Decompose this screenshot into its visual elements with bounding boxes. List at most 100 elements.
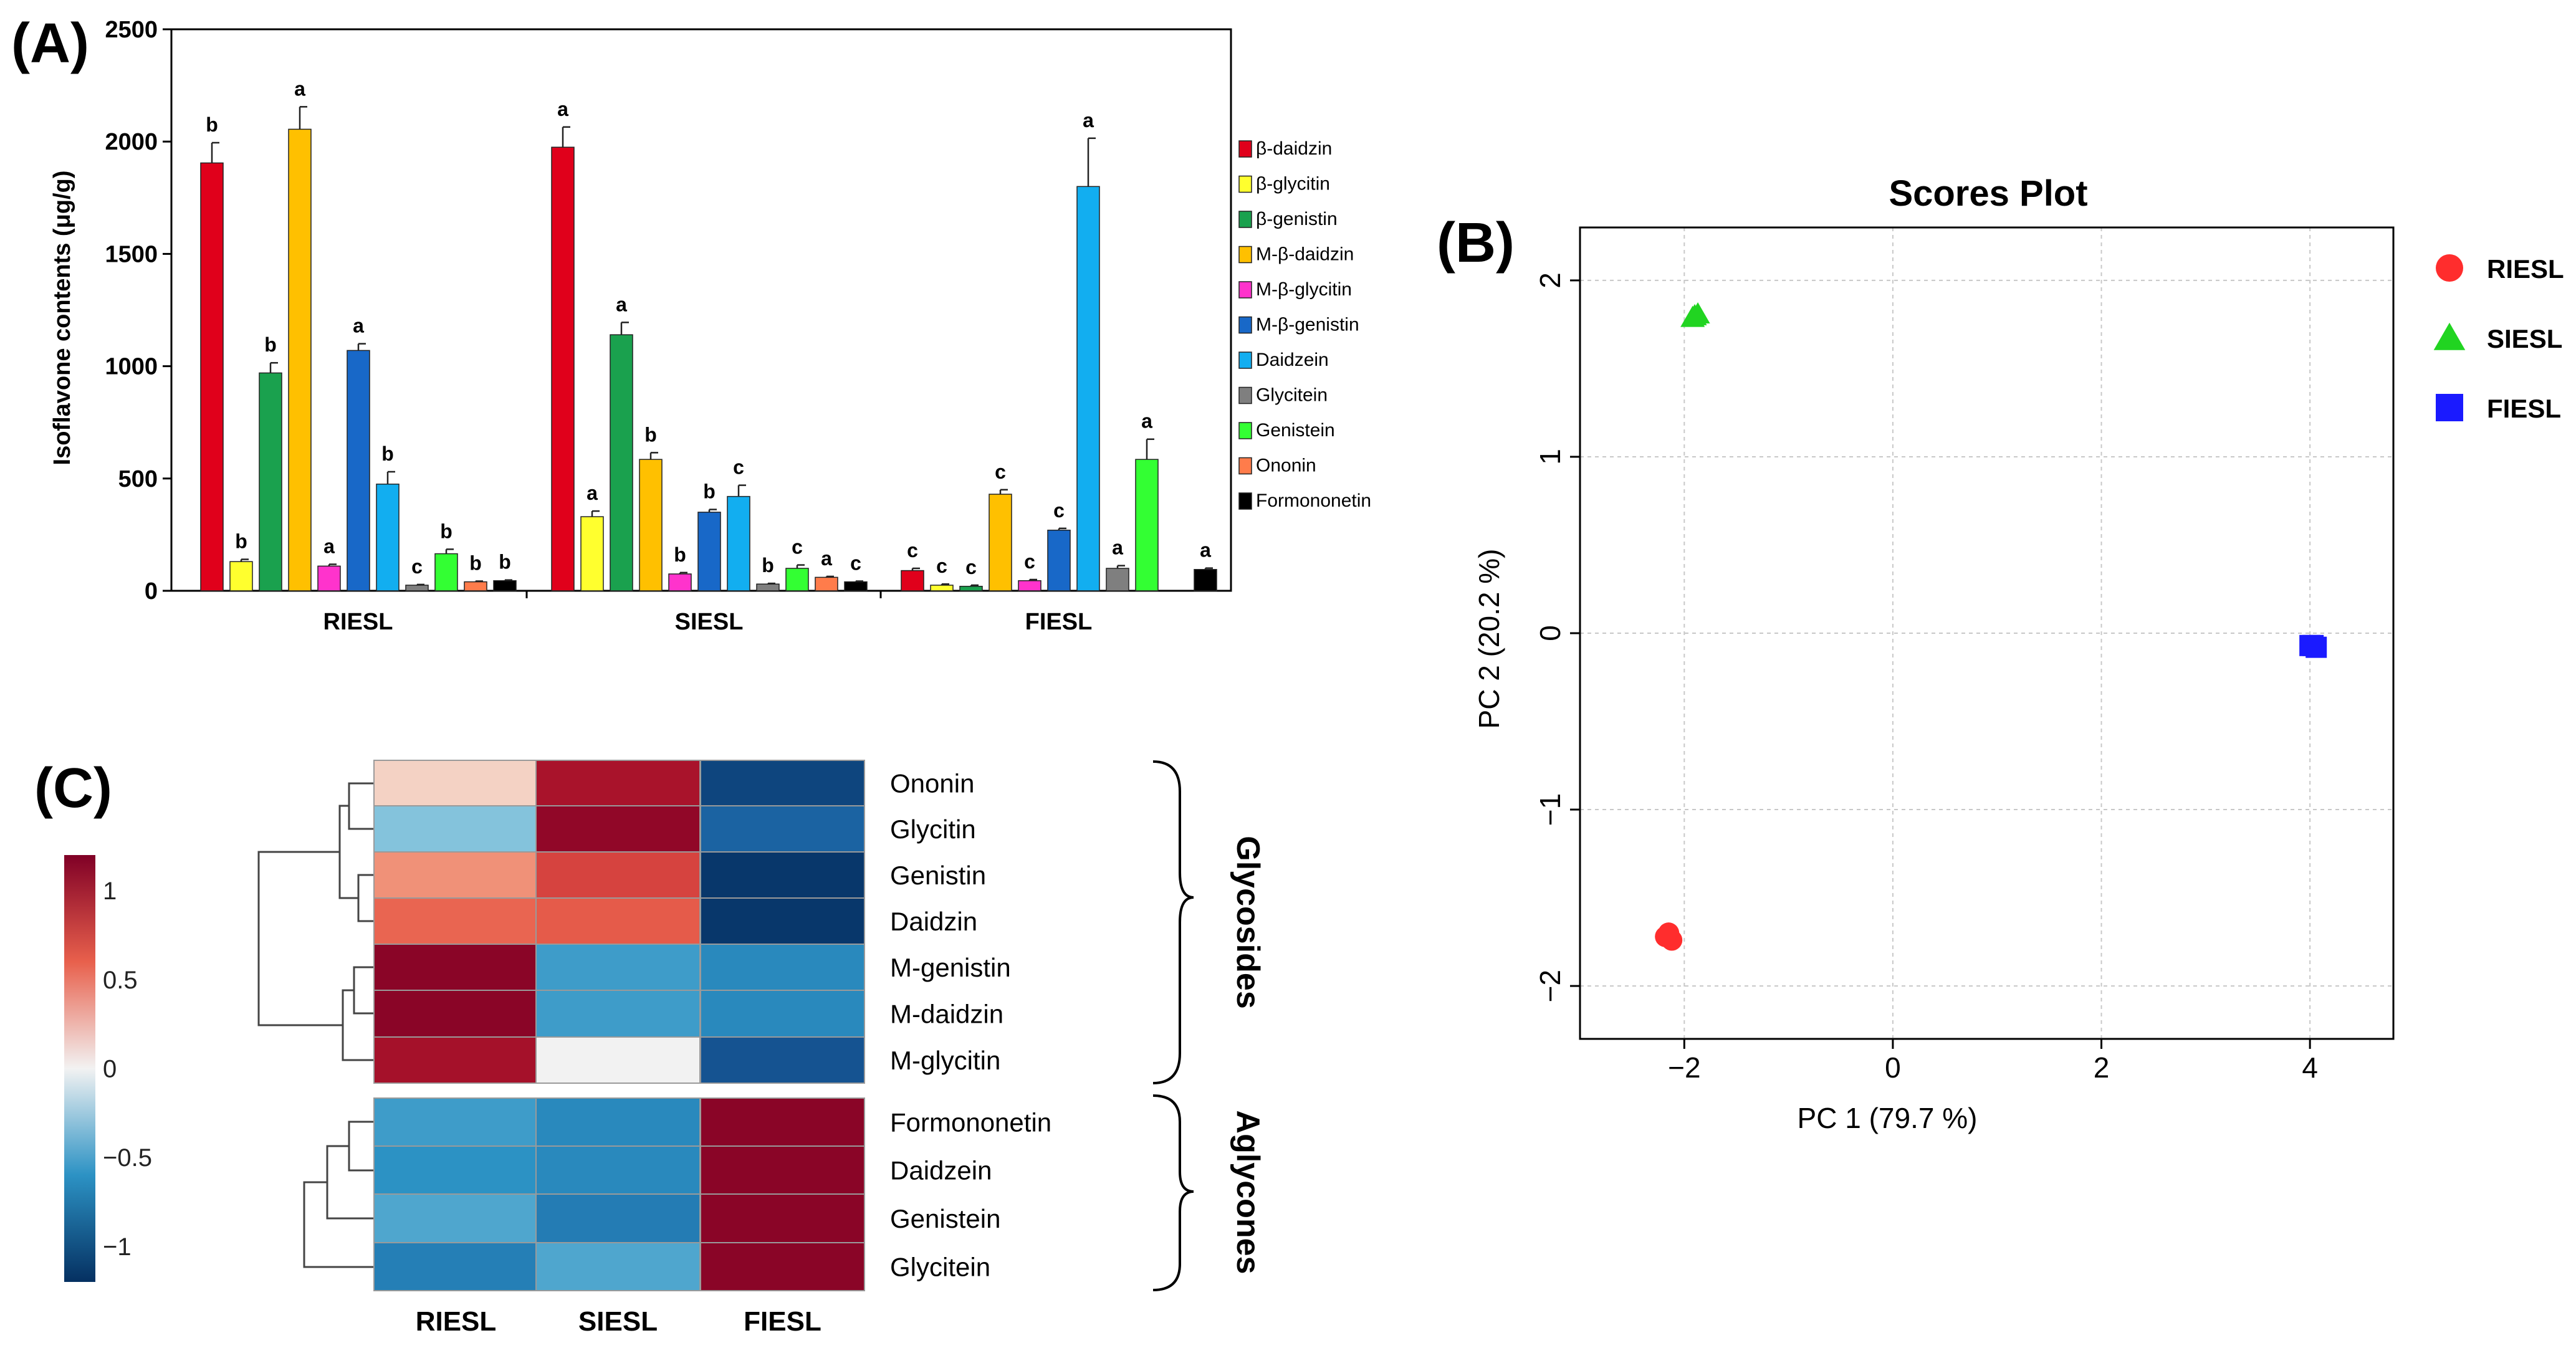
significance-letter: a <box>294 77 305 100</box>
aglycones-bracket <box>1152 1094 1194 1291</box>
glycosides-brace <box>1152 760 1194 1084</box>
legend-label: Formononetin <box>1256 490 1371 511</box>
significance-letter: a <box>1141 410 1152 433</box>
heatmap-cell <box>373 760 539 806</box>
legend-swatch <box>1238 386 1252 404</box>
heatmap-cells <box>373 760 865 1291</box>
colorbar-ticks: 1 0.5 0 −0.5 −1 <box>103 877 152 1261</box>
legend-swatch <box>1238 281 1252 299</box>
heatmap-row-label: Glycitein <box>890 1253 990 1282</box>
legend-label: M-β-daidzin <box>1256 244 1354 265</box>
significance-letter: c <box>965 556 977 578</box>
dendrogram-branch <box>303 1181 374 1268</box>
dendrogram-branch <box>353 966 374 1015</box>
legend-label: FIESL <box>2487 394 2561 423</box>
significance-letter: c <box>907 539 918 562</box>
significance-letter: a <box>587 482 598 504</box>
riesl-point <box>1655 925 1677 947</box>
heatmap-cell <box>535 1145 701 1195</box>
heatmap-cell <box>535 990 701 1038</box>
heatmap-column-labels: RIESL SIESL FIESL <box>416 1306 821 1337</box>
significance-letter: a <box>821 547 832 570</box>
legend-swatch <box>1238 422 1252 439</box>
bar <box>989 494 1012 591</box>
bar <box>317 565 341 591</box>
legend-label: β-glycitin <box>1256 174 1330 194</box>
significance-letter: b <box>381 442 394 465</box>
heatmap-cell <box>700 944 865 991</box>
heatmap-cell <box>700 1145 865 1195</box>
bar <box>930 585 954 591</box>
heatmap-row-label: Genistin <box>890 861 986 890</box>
colorbar-tick-label: −1 <box>103 1233 132 1261</box>
heatmap-row-label: Glycitin <box>890 815 976 844</box>
heatmap-row-label: M-glycitin <box>890 1046 1000 1075</box>
bar <box>1194 569 1217 591</box>
glycosides-group-label: Glycosides <box>1230 836 1266 1008</box>
significance-letter: c <box>1024 550 1035 573</box>
x-tick-label: 4 <box>2302 1051 2318 1084</box>
heatmap-cell <box>535 851 701 899</box>
dendrogram-branch <box>348 1121 374 1172</box>
significance-letter: c <box>850 552 861 575</box>
heatmap-cell <box>700 897 865 945</box>
heatmap-cell <box>535 1097 701 1147</box>
y-tick-label: 0 <box>1534 625 1566 641</box>
legend-marker <box>2433 322 2466 350</box>
heatmap-column-label: FIESL <box>744 1306 821 1337</box>
significance-letter: c <box>733 456 744 479</box>
y-tick-label: 2 <box>1534 272 1566 289</box>
bar <box>493 580 517 591</box>
heatmap-cell <box>535 760 701 806</box>
significance-letter: a <box>353 315 364 337</box>
colorbar-tick-label: −0.5 <box>103 1144 152 1172</box>
significance-letter: b <box>440 520 452 542</box>
legend-swatch <box>1238 140 1252 158</box>
significance-letter: c <box>792 536 803 558</box>
heatmap-row-label: Genistein <box>890 1204 1000 1233</box>
heatmap-cell <box>700 1242 865 1291</box>
bar <box>785 568 809 591</box>
x-tick-label: 0 <box>1885 1051 1901 1084</box>
heatmap-column-label: SIESL <box>578 1306 658 1337</box>
dendrogram-branch <box>257 851 343 1026</box>
bar-chart-y-axis-label: Isoflavone contents (μg/g) <box>49 171 75 466</box>
bar <box>229 561 253 591</box>
bar <box>347 350 370 591</box>
legend-label: Daidzein <box>1256 350 1329 370</box>
heatmap-cell <box>373 1242 539 1291</box>
heatmap-cell <box>373 1036 539 1084</box>
bar <box>1047 529 1071 591</box>
scores-plot-y-label: PC 2 (20.2 %) <box>1473 549 1505 729</box>
significance-letter: a <box>557 98 568 120</box>
aglycones-brace <box>1152 1094 1194 1291</box>
significance-letter: c <box>995 461 1006 483</box>
bar <box>405 585 429 591</box>
legend-label: SIESL <box>2487 324 2562 353</box>
heatmap-column-label: RIESL <box>416 1306 497 1337</box>
siesl-point <box>1680 305 1705 327</box>
bar <box>464 581 487 591</box>
legend-swatch <box>1238 246 1252 264</box>
bar <box>259 372 282 591</box>
bar <box>815 576 838 591</box>
bar <box>1018 580 1041 591</box>
bar <box>727 495 750 591</box>
significance-letter: b <box>469 552 482 575</box>
legend-label: β-daidzin <box>1256 138 1332 159</box>
bar <box>697 512 721 591</box>
heatmap-cell <box>373 990 539 1038</box>
heatmap-row-label: Ononin <box>890 769 974 798</box>
significance-letter: b <box>674 543 686 566</box>
heatmap-cell <box>700 1097 865 1147</box>
heatmap-cell <box>700 1036 865 1084</box>
significance-letter: b <box>762 554 774 576</box>
bar <box>901 570 924 591</box>
heatmap-row-label: Daidzin <box>890 907 977 936</box>
heatmap-cell <box>535 897 701 945</box>
bar <box>1106 568 1129 591</box>
y-tick-label: −1 <box>1534 793 1566 826</box>
x-category-label: SIESL <box>675 609 744 635</box>
heatmap-cell <box>535 1242 701 1291</box>
scores-plot-x-label: PC 1 (79.7 %) <box>1798 1102 1978 1134</box>
